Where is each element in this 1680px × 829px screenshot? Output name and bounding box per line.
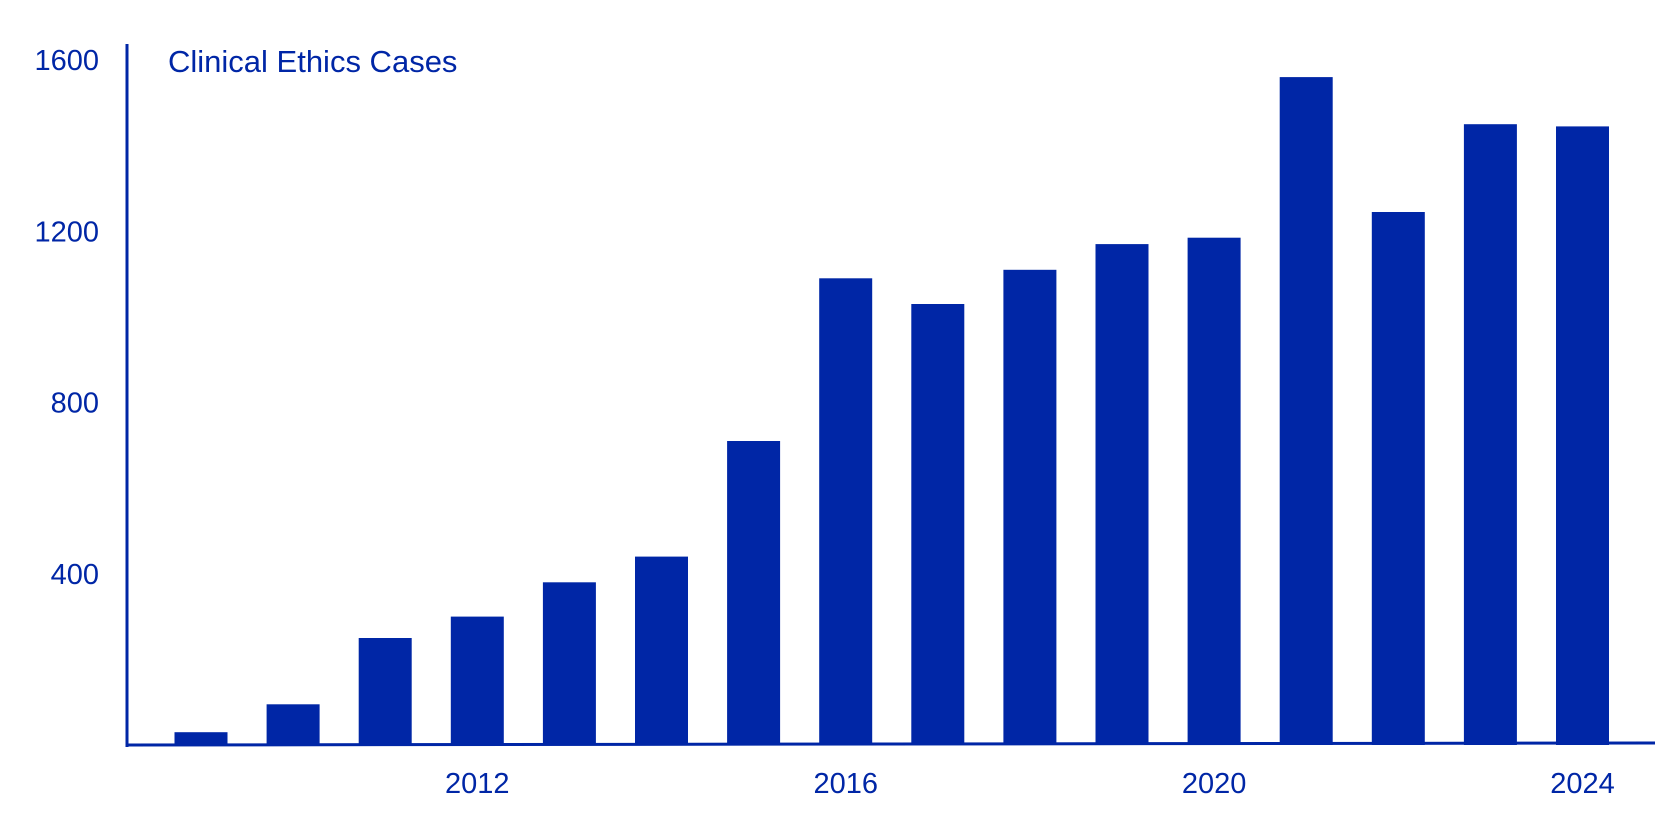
x-tick-label: 2016 bbox=[813, 768, 878, 800]
bar-2011 bbox=[358, 638, 412, 745]
bar-2014 bbox=[635, 556, 688, 745]
bar-2024 bbox=[1556, 126, 1609, 745]
bar-2023 bbox=[1463, 124, 1517, 745]
bar-2010 bbox=[266, 704, 320, 745]
bar-2019 bbox=[1095, 244, 1149, 745]
y-tick-label: 1600 bbox=[34, 45, 99, 77]
bar-2020 bbox=[1187, 237, 1241, 745]
y-tick-label: 1200 bbox=[34, 216, 99, 248]
y-tick-labels: 400 800 1200 1600 bbox=[34, 45, 99, 591]
x-tick-labels: 2012 2016 2020 2024 bbox=[445, 768, 1615, 800]
bar-2013 bbox=[542, 582, 596, 745]
x-tick-label: 2020 bbox=[1182, 768, 1247, 800]
x-tick-label: 2012 bbox=[445, 768, 510, 800]
bar-2021 bbox=[1279, 77, 1333, 746]
bar-2015 bbox=[727, 441, 781, 745]
y-tick-label: 800 bbox=[51, 388, 99, 420]
x-axis-line bbox=[125, 741, 1656, 747]
y-tick-label: 400 bbox=[51, 559, 99, 591]
bar-2018 bbox=[1003, 269, 1057, 745]
bar-2012 bbox=[450, 616, 504, 745]
chart-title: Clinical Ethics Cases bbox=[168, 44, 457, 79]
bar-2016 bbox=[819, 278, 873, 745]
bar-2009 bbox=[174, 732, 228, 745]
bar-2022 bbox=[1371, 212, 1425, 745]
bar-2017 bbox=[911, 304, 965, 745]
bars-layer bbox=[174, 77, 1609, 746]
x-tick-label: 2024 bbox=[1550, 768, 1615, 800]
